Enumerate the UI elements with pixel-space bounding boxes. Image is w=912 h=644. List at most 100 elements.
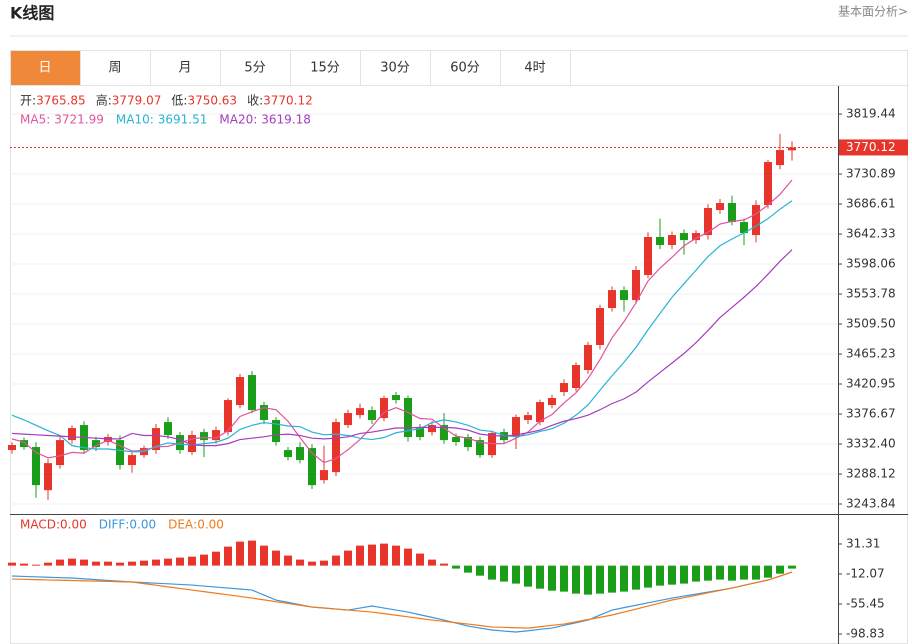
- y-tick-label: 3598.06: [846, 257, 896, 271]
- tab-label[interactable]: 30分: [380, 61, 410, 76]
- candle-body: [32, 447, 40, 486]
- macd-bar: [416, 553, 424, 566]
- macd-bar: [332, 555, 340, 566]
- candle-body: [56, 440, 64, 466]
- candle-body: [260, 405, 268, 421]
- page-title: K线图: [10, 4, 54, 23]
- macd-bar: [176, 557, 184, 566]
- macd-bar: [680, 565, 688, 584]
- macd-bar: [620, 565, 628, 592]
- macd-bar: [644, 565, 652, 588]
- macd-bar: [404, 548, 412, 566]
- legend-value: 3779.07: [112, 94, 162, 108]
- y-tick-label: 3730.89: [846, 167, 896, 181]
- macd-bar: [584, 565, 592, 595]
- candle-body: [584, 345, 592, 371]
- y-tick-label: 3465.23: [846, 347, 896, 361]
- legend-label: 收: [247, 94, 259, 108]
- candle-body: [320, 470, 328, 481]
- candle-body: [524, 415, 532, 421]
- macd-bar: [548, 565, 556, 591]
- tab-label[interactable]: 15分: [310, 61, 340, 76]
- macd-bar: [380, 543, 388, 566]
- macd-bar: [308, 561, 316, 566]
- macd-bar: [260, 545, 268, 566]
- candle-body: [332, 422, 340, 473]
- legend-separator: :: [56, 518, 60, 532]
- tab[interactable]: [80, 50, 151, 86]
- macd-bar: [560, 565, 568, 592]
- macd-bar: [188, 556, 196, 566]
- macd-bar: [464, 565, 472, 573]
- candle-body: [512, 417, 520, 438]
- tab-label[interactable]: 周: [108, 61, 121, 76]
- macd-bar: [140, 560, 148, 566]
- tab-label[interactable]: 4时: [524, 61, 545, 76]
- candle-body: [356, 408, 364, 416]
- legend-name: DIFF: [99, 518, 126, 532]
- macd-bar: [656, 565, 664, 586]
- tab-label[interactable]: 5分: [244, 61, 265, 76]
- candle-body: [452, 437, 460, 443]
- y-tick-label: 3686.61: [846, 197, 896, 211]
- legend-value: 0.00: [60, 518, 87, 532]
- legend-name: MA5: [20, 113, 46, 127]
- legend-value: 3619.18: [261, 113, 311, 127]
- y-tick-label: 3376.67: [846, 407, 896, 421]
- macd-bar: [440, 563, 448, 566]
- legend-separator: :: [253, 113, 257, 127]
- macd-bar: [608, 565, 616, 593]
- macd-bar: [344, 550, 352, 566]
- legend-value: 3691.51: [158, 113, 208, 127]
- tab[interactable]: [220, 50, 291, 86]
- series-line: [11, 571, 793, 633]
- tab[interactable]: [150, 50, 221, 86]
- legend-name: MACD: [20, 518, 56, 532]
- candle-body: [224, 400, 232, 433]
- macd-bar: [116, 562, 124, 566]
- macd-bar: [728, 565, 736, 581]
- candle-body: [92, 440, 100, 448]
- series-line: [11, 571, 793, 629]
- macd-bar: [488, 565, 496, 580]
- tab-label[interactable]: 日: [38, 61, 51, 76]
- macd-bar: [164, 558, 172, 566]
- tab-label[interactable]: 月: [178, 61, 191, 76]
- legend-separator: :: [150, 113, 154, 127]
- legend-separator: :: [193, 518, 197, 532]
- candle-body: [164, 422, 172, 436]
- series-line: [11, 200, 793, 453]
- y-tick-label: 3819.44: [846, 107, 896, 121]
- tab-label[interactable]: 60分: [450, 61, 480, 76]
- y-tick-label: 3509.50: [846, 317, 896, 331]
- y-tick-label: 3288.12: [846, 467, 896, 481]
- macd-bar: [716, 565, 724, 580]
- legend-value: 3721.99: [54, 113, 104, 127]
- series-line: [11, 249, 793, 447]
- candle-body: [368, 410, 376, 421]
- candle-body: [296, 447, 304, 461]
- candle-body: [656, 237, 664, 246]
- legend-value: 3770.12: [263, 94, 313, 108]
- candle-body: [8, 445, 16, 451]
- tab[interactable]: [10, 50, 81, 86]
- candle-body: [248, 375, 256, 411]
- legend-value: 0.00: [129, 518, 156, 532]
- candle-body: [704, 208, 712, 236]
- candle-body: [380, 398, 388, 419]
- macd-bar: [764, 565, 772, 578]
- tab[interactable]: [500, 50, 571, 86]
- y-tick-label: 3243.84: [846, 497, 896, 511]
- legend-value: 0.00: [197, 518, 224, 532]
- macd-bar: [272, 550, 280, 566]
- fundamental-link[interactable]: 基本面分析>: [838, 5, 908, 19]
- y-tick-label: -98.83: [846, 626, 885, 640]
- macd-bar: [704, 565, 712, 581]
- macd-bar: [452, 565, 460, 569]
- legend-label: 低: [171, 94, 183, 108]
- macd-bar: [500, 565, 508, 582]
- macd-bar: [20, 563, 28, 566]
- tab[interactable]: [360, 50, 431, 86]
- macd-bar: [632, 565, 640, 590]
